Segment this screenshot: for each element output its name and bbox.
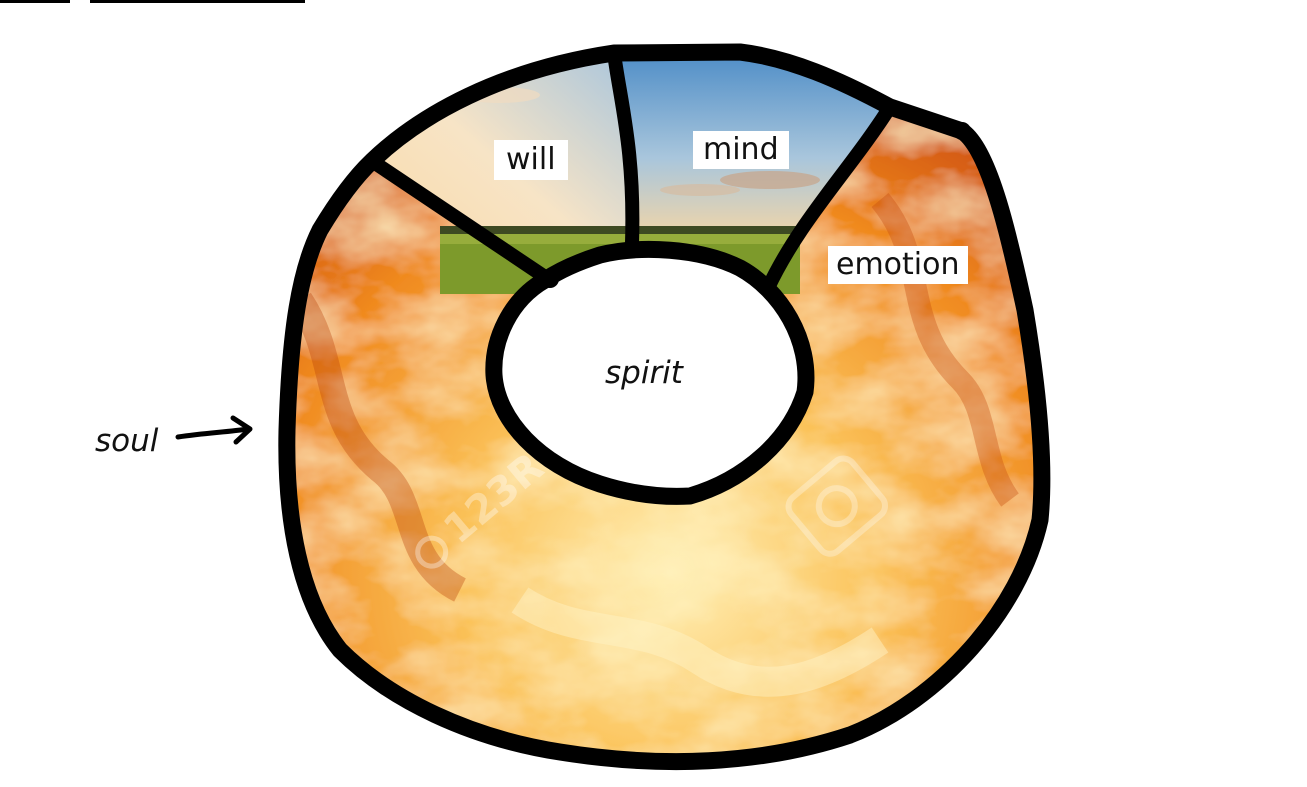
- spirit-label: spirit: [605, 355, 683, 391]
- emotion-label: emotion: [828, 246, 968, 284]
- divider-will-mind: [607, 46, 640, 250]
- divider-will-emotion: [365, 154, 555, 286]
- soul-label: soul: [95, 423, 159, 459]
- cloud: [660, 184, 740, 196]
- soul-arrowhead: [230, 415, 253, 445]
- top-rule-right: [90, 0, 305, 3]
- soul-outer-outline: [278, 43, 1051, 771]
- outline-dot: [953, 122, 971, 140]
- watermark-icon: [415, 535, 449, 569]
- spirit-core: [485, 240, 815, 505]
- flame-swirl: [288, 292, 467, 602]
- cloud: [720, 171, 820, 189]
- watermark-camera-icon: [785, 455, 889, 557]
- outline-dot: [364, 153, 380, 169]
- outline-dot: [541, 270, 559, 288]
- mind-label: mind: [693, 131, 789, 169]
- flame-swirl: [511, 587, 889, 697]
- soul-arrow: [175, 426, 251, 440]
- field-highlight: [440, 234, 800, 244]
- divider-mind-emotion: [761, 100, 897, 295]
- top-rule-left: [0, 0, 70, 3]
- will-label: will: [494, 140, 568, 180]
- tree-line: [440, 226, 800, 234]
